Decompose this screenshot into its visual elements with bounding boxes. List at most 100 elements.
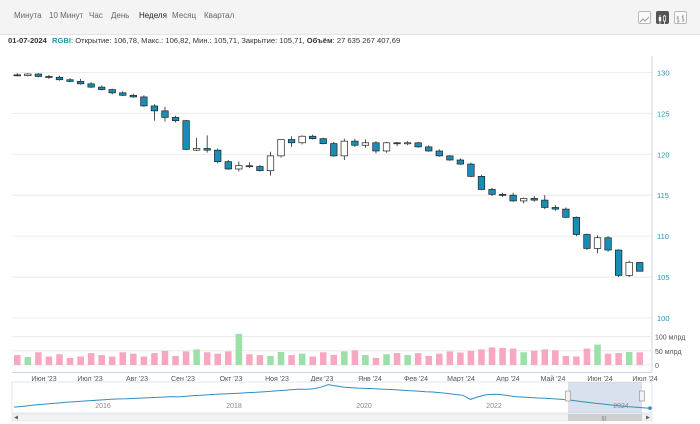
candle[interactable] (171, 115, 180, 123)
candle-body (45, 76, 53, 78)
candle[interactable] (129, 93, 137, 98)
scrollbar-track[interactable] (11, 413, 653, 422)
navigator[interactable]: 2016 2018 2020 2022 2024 (11, 381, 653, 414)
candle[interactable] (298, 135, 306, 145)
candle[interactable] (509, 192, 517, 202)
tab-week[interactable]: Неделя (139, 11, 167, 20)
scroll-right-arrow-icon[interactable] (646, 415, 650, 420)
candle[interactable] (615, 249, 623, 278)
candle[interactable] (372, 141, 380, 154)
candle[interactable] (76, 78, 85, 85)
candle[interactable] (498, 192, 507, 197)
candle-body (266, 155, 275, 171)
candle[interactable] (340, 138, 348, 160)
candle[interactable] (309, 134, 317, 140)
volume-bar (45, 356, 53, 365)
candle[interactable] (551, 205, 559, 211)
candle[interactable] (66, 78, 74, 83)
candle[interactable] (351, 138, 359, 147)
candle[interactable] (382, 141, 391, 153)
candle[interactable] (520, 197, 528, 204)
volume-bar (509, 348, 517, 365)
scrollbar[interactable]: ||| (11, 413, 653, 422)
candle[interactable] (266, 151, 275, 176)
navigator-tick-label: 2018 (226, 403, 242, 410)
candle[interactable] (140, 95, 148, 107)
candle[interactable] (150, 104, 159, 121)
candle[interactable] (414, 141, 422, 148)
candle[interactable] (24, 73, 32, 77)
candle[interactable] (467, 162, 475, 178)
candle[interactable] (108, 88, 116, 95)
candlestick-button[interactable] (656, 11, 669, 24)
candle[interactable] (214, 148, 222, 164)
candle[interactable] (224, 159, 232, 170)
navigator-handle-left[interactable] (565, 390, 571, 402)
candle[interactable] (393, 141, 401, 147)
volume-bar (604, 353, 612, 365)
volume-bar (161, 350, 169, 365)
candle-body (435, 150, 443, 157)
candle[interactable] (55, 75, 64, 81)
candle[interactable] (456, 158, 464, 165)
candle-body (541, 199, 549, 208)
candle[interactable] (636, 262, 644, 272)
volume-bar (246, 354, 253, 365)
candle[interactable] (361, 139, 370, 148)
candle[interactable] (530, 196, 538, 202)
area-chart-button[interactable] (638, 11, 651, 24)
candle[interactable] (446, 155, 454, 161)
candle[interactable] (541, 195, 549, 210)
candle[interactable] (13, 73, 21, 77)
bar-chart-button[interactable] (674, 11, 687, 24)
candle-body (182, 120, 190, 150)
candle[interactable] (287, 136, 296, 147)
candle[interactable] (161, 106, 169, 122)
tab-quarter[interactable]: Квартал (204, 11, 235, 20)
info-ticker[interactable]: RGBI (51, 36, 71, 45)
candle[interactable] (625, 260, 633, 278)
candle[interactable] (182, 119, 190, 151)
candle[interactable] (119, 91, 127, 97)
volume-axis-labels: 100 млрд 50 млрд 0 (655, 335, 685, 370)
candle[interactable] (87, 82, 95, 88)
candle-body (66, 79, 74, 82)
navigator-handle-right[interactable] (639, 390, 645, 402)
candle-body (636, 262, 644, 272)
candle[interactable] (593, 235, 602, 254)
candle[interactable] (404, 141, 412, 146)
candle-body (456, 159, 464, 165)
candle[interactable] (45, 74, 53, 79)
candle[interactable] (477, 174, 486, 191)
candle[interactable] (562, 207, 570, 219)
scroll-left-arrow-icon[interactable] (14, 415, 18, 420)
scrollbar-thumb[interactable] (568, 414, 642, 421)
candle[interactable] (435, 149, 443, 157)
candle[interactable] (425, 145, 433, 152)
candle[interactable] (330, 141, 338, 157)
candle[interactable] (604, 236, 612, 252)
candle[interactable] (277, 139, 285, 158)
candle[interactable] (256, 164, 264, 172)
navigator-selection[interactable] (568, 382, 642, 413)
candle[interactable] (34, 73, 42, 78)
candle-body (287, 139, 296, 144)
candle[interactable] (488, 187, 496, 197)
candle[interactable] (583, 233, 591, 251)
tab-hour[interactable]: Час (89, 11, 103, 20)
tab-minute[interactable]: Минута (14, 11, 42, 20)
price-chart[interactable]: 130 125 120 115 110 105 100 100 млрд 50 млрд 0 И… (0, 48, 700, 424)
candle[interactable] (245, 162, 253, 169)
tab-10-minutes[interactable]: 10 Минут (49, 11, 84, 20)
candle[interactable] (572, 216, 581, 237)
candle[interactable] (235, 161, 243, 172)
price-grid (12, 71, 652, 319)
candle[interactable] (319, 137, 327, 145)
tab-day[interactable]: День (111, 11, 130, 20)
tab-month[interactable]: Месяц (172, 11, 197, 20)
candle[interactable] (203, 135, 211, 153)
candle[interactable] (193, 137, 201, 151)
candle[interactable] (98, 85, 106, 91)
volume-bar (383, 354, 390, 365)
candle-body (24, 73, 32, 77)
